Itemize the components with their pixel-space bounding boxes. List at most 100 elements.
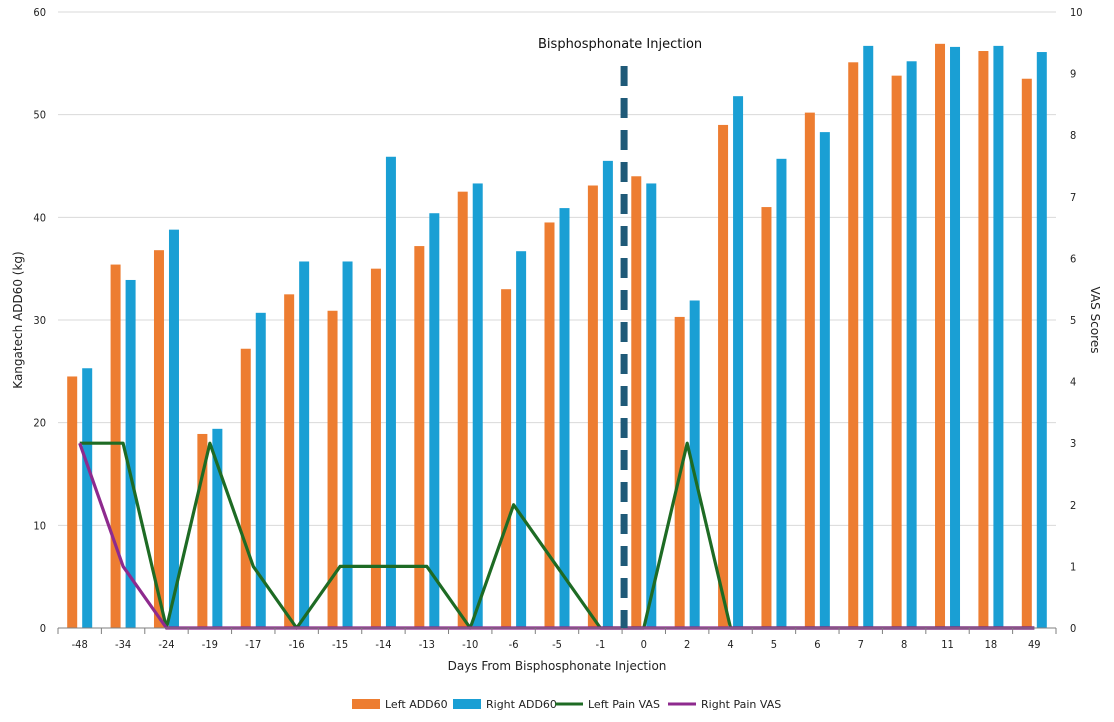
bar-right-add60-15 bbox=[342, 261, 353, 628]
bar-right-add60-17 bbox=[255, 312, 266, 628]
x-tick-label: -5 bbox=[552, 638, 562, 651]
y-tick-label: 40 bbox=[33, 211, 46, 224]
line-left-pain-vas bbox=[79, 441, 1035, 630]
bar-right-add60-7 bbox=[863, 45, 874, 628]
y-tick-label: 10 bbox=[33, 519, 46, 532]
bar-right-add60-1 bbox=[602, 160, 613, 628]
bar-right-add60-6 bbox=[516, 251, 527, 629]
x-tick-label: 7 bbox=[858, 638, 864, 651]
legend-swatch-right-add60 bbox=[453, 699, 481, 709]
bar-left-add60-17 bbox=[240, 348, 251, 628]
bar-left-add60-48 bbox=[67, 376, 78, 628]
bar-right-add60-11 bbox=[950, 46, 961, 628]
line-right-pain-vas bbox=[78, 442, 1035, 630]
bar-right-add60-6 bbox=[819, 132, 830, 628]
bar-left-add60-10 bbox=[457, 191, 468, 628]
y-axis-label: Kangatech ADD60 (kg) bbox=[11, 251, 25, 388]
bar-left-add60-6 bbox=[501, 289, 512, 628]
bar-right-add60-16 bbox=[299, 261, 310, 628]
y2-tick-label: 5 bbox=[1070, 314, 1076, 327]
legend-label-left-pain-vas: Left Pain VAS bbox=[588, 698, 660, 711]
bar-right-add60-24 bbox=[168, 229, 179, 629]
x-tick-label: 8 bbox=[901, 638, 907, 651]
bar-right-add60-49 bbox=[1036, 52, 1047, 629]
x-tick-label: -14 bbox=[375, 638, 391, 651]
x-tick-label: -24 bbox=[158, 638, 174, 651]
x-axis-label: Days From Bisphosphonate Injection bbox=[448, 659, 667, 673]
x-tick-label: 2 bbox=[684, 638, 690, 651]
x-tick-label: -19 bbox=[202, 638, 218, 651]
bar-left-add60-49 bbox=[1021, 78, 1032, 628]
legend-label-left-add60: Left ADD60 bbox=[385, 698, 448, 711]
x-tick-label: 11 bbox=[941, 638, 954, 651]
bar-right-add60-48 bbox=[82, 368, 93, 628]
x-tick-label: -1 bbox=[595, 638, 605, 651]
y-tick-label: 60 bbox=[33, 6, 46, 19]
x-tick-label: -48 bbox=[72, 638, 88, 651]
legend-label-right-add60: Right ADD60 bbox=[486, 698, 557, 711]
bar-right-add60-14 bbox=[385, 156, 396, 628]
bar-right-add60-4 bbox=[733, 96, 744, 629]
bar-right-add60-13 bbox=[429, 213, 440, 628]
y2-tick-label: 8 bbox=[1070, 129, 1076, 142]
x-tick-label: -13 bbox=[419, 638, 435, 651]
x-tick-label: 0 bbox=[641, 638, 647, 651]
y2-tick-label: 4 bbox=[1070, 376, 1076, 389]
bar-left-add60-18 bbox=[978, 51, 989, 629]
bar-left-add60-15 bbox=[327, 310, 338, 628]
y2-tick-label: 10 bbox=[1070, 6, 1083, 19]
bar-left-add60-24 bbox=[153, 250, 164, 629]
x-tick-label: -34 bbox=[115, 638, 131, 651]
y2-tick-label: 0 bbox=[1070, 622, 1076, 635]
bar-left-add60-16 bbox=[284, 294, 295, 628]
bar-left-add60-13 bbox=[414, 246, 425, 628]
bar-right-add60-8 bbox=[906, 61, 917, 628]
y2-tick-label: 7 bbox=[1070, 191, 1076, 204]
y2-tick-label: 3 bbox=[1070, 437, 1076, 450]
bar-left-add60-34 bbox=[110, 264, 121, 628]
legend-label-right-pain-vas: Right Pain VAS bbox=[701, 698, 781, 711]
bar-series bbox=[67, 43, 1047, 629]
x-axis-ticks: -48 -34 -24 -19 -17 -16 -15 -14 -13 -10 -6 -5 -1 0 2 4 5… bbox=[72, 638, 1041, 651]
x-tick-label: 5 bbox=[771, 638, 777, 651]
y-tick-label: 20 bbox=[33, 417, 46, 430]
bar-right-add60-2 bbox=[689, 300, 700, 628]
bar-left-add60-7 bbox=[848, 62, 859, 629]
y2-tick-label: 1 bbox=[1070, 560, 1076, 573]
bar-left-add60-11 bbox=[935, 43, 946, 629]
axes bbox=[57, 627, 1057, 634]
x-tick-label: -17 bbox=[245, 638, 261, 651]
y-tick-label: 50 bbox=[33, 109, 46, 122]
line-series bbox=[78, 441, 1035, 630]
y-axis-ticks: 0 10 20 30 40 50 60 bbox=[33, 6, 46, 635]
bar-right-add60-34 bbox=[125, 279, 136, 628]
y2-axis-ticks: 0 1 2 3 4 5 6 7 8 9 10 bbox=[1070, 6, 1083, 635]
gridlines bbox=[58, 11, 1056, 629]
y2-tick-label: 6 bbox=[1070, 252, 1076, 265]
x-tick-label: 49 bbox=[1028, 638, 1041, 651]
bar-right-add60-18 bbox=[993, 45, 1004, 628]
bar-right-add60-5 bbox=[776, 158, 787, 628]
legend: Left ADD60 Right ADD60 Left Pain VAS Rig… bbox=[352, 698, 781, 711]
bar-left-add60-8 bbox=[891, 75, 902, 629]
bar-left-add60-4 bbox=[718, 124, 729, 628]
y-tick-label: 30 bbox=[33, 314, 46, 327]
y-tick-label: 0 bbox=[40, 622, 46, 635]
x-tick-label: 6 bbox=[814, 638, 820, 651]
bar-left-add60-6 bbox=[804, 112, 815, 628]
bar-left-add60-19 bbox=[197, 433, 208, 628]
legend-swatch-left-add60 bbox=[352, 699, 380, 709]
y2-tick-label: 2 bbox=[1070, 499, 1076, 512]
x-tick-label: 18 bbox=[985, 638, 998, 651]
x-tick-label: -16 bbox=[289, 638, 305, 651]
y2-axis-label: VAS Scores bbox=[1088, 287, 1102, 354]
bar-right-add60-5 bbox=[559, 208, 570, 629]
bar-left-add60-0 bbox=[631, 176, 642, 628]
y2-tick-label: 9 bbox=[1070, 68, 1076, 81]
bar-right-add60-19 bbox=[212, 428, 223, 628]
injection-annotation: Bisphosphonate Injection bbox=[538, 37, 702, 52]
bar-left-add60-5 bbox=[544, 222, 555, 628]
x-tick-label: -10 bbox=[462, 638, 478, 651]
x-tick-label: 4 bbox=[727, 638, 733, 651]
